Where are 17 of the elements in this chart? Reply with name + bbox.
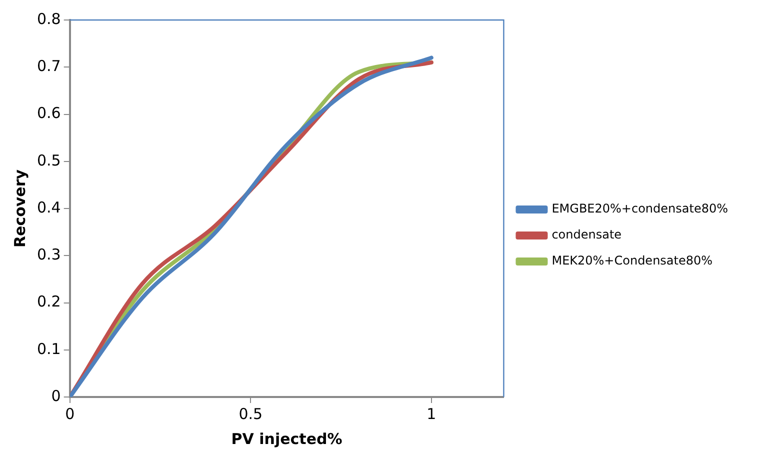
y-tick-label: 0.6 [36, 104, 61, 122]
x-axis-title: PV injected% [231, 430, 342, 448]
y-tick-label: 0.2 [36, 292, 61, 311]
y-tick-label: 0.5 [36, 151, 61, 170]
x-tick-label: 1 [426, 404, 436, 423]
legend-label: EMGBE20%+condensate80% [552, 202, 728, 216]
y-axis-title: Recovery [10, 169, 29, 248]
y-tick-label: 0.1 [36, 340, 61, 358]
y-tick-label: 0 [51, 386, 61, 405]
y-tick-label: 0.3 [36, 246, 61, 264]
x-tick-label: 0 [65, 404, 75, 423]
y-tick-label: 0.4 [36, 198, 61, 216]
legend-label: MEK20%+Condensate80% [552, 254, 713, 268]
x-tick-label: 0.5 [238, 404, 263, 423]
legend-label: condensate [552, 228, 622, 242]
y-tick-label: 0.8 [36, 10, 61, 28]
y-tick-label: 0.7 [36, 57, 61, 76]
